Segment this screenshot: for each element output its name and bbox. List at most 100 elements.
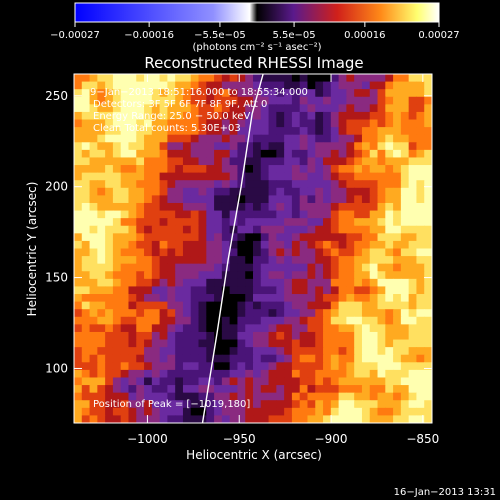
heatmap-cell — [136, 225, 145, 234]
heatmap-cell — [221, 165, 231, 174]
heatmap-cell — [330, 74, 340, 83]
heatmap-cell — [315, 81, 324, 90]
heatmap-cell — [105, 111, 114, 121]
heatmap-cell — [229, 127, 239, 136]
heatmap-cell — [276, 248, 285, 257]
heatmap-cell — [151, 392, 161, 401]
heatmap-cell — [377, 400, 386, 409]
heatmap-cell — [159, 369, 168, 379]
heatmap-cell — [198, 142, 207, 151]
heatmap-cell — [260, 172, 270, 181]
heatmap-cell — [299, 278, 309, 288]
heatmap-cell — [361, 157, 371, 166]
heatmap-cell — [105, 347, 114, 356]
heatmap-cell — [299, 74, 309, 83]
heatmap-cell — [377, 149, 386, 159]
heatmap-cell — [175, 233, 184, 242]
heatmap-cell — [354, 142, 363, 151]
heatmap-cell — [175, 286, 184, 295]
heatmap-cell — [408, 134, 418, 143]
heatmap-cell — [323, 407, 332, 417]
heatmap-cell — [182, 233, 192, 242]
heatmap-cell — [369, 218, 379, 227]
heatmap-cell — [424, 111, 432, 121]
heatmap-cell — [323, 400, 332, 409]
heatmap-cell — [323, 210, 332, 219]
heatmap-cell — [120, 369, 130, 379]
heatmap-cell — [167, 339, 176, 348]
heatmap-cell — [167, 415, 176, 423]
heatmap-cell — [291, 301, 301, 310]
heatmap-cell — [276, 347, 285, 356]
heatmap-cell — [81, 104, 91, 113]
heatmap-cell — [354, 278, 363, 288]
heatmap-cell — [377, 377, 386, 386]
heatmap-cell — [315, 74, 324, 83]
heatmap-cell — [221, 385, 231, 394]
heatmap-cell — [206, 74, 215, 83]
heatmap-cell — [159, 81, 168, 90]
heatmap-cell — [253, 316, 262, 325]
heatmap-cell — [136, 134, 145, 143]
heatmap-cell — [260, 278, 270, 288]
heatmap-cell — [167, 316, 176, 325]
heatmap-cell — [206, 225, 215, 234]
heatmap-cell — [206, 127, 215, 136]
heatmap-cell — [260, 187, 270, 196]
heatmap-cell — [299, 218, 309, 227]
heatmap-cell — [237, 392, 246, 401]
heatmap-cell — [245, 119, 254, 128]
heatmap-cell — [291, 157, 301, 166]
heatmap-cell — [284, 96, 293, 105]
heatmap-cell — [284, 362, 293, 371]
heatmap-cell — [361, 316, 371, 325]
heatmap-cell — [97, 96, 106, 105]
heatmap-cell — [89, 187, 98, 196]
heatmap-cell — [268, 111, 277, 121]
heatmap-cell — [229, 369, 239, 379]
heatmap-cell — [120, 81, 130, 90]
heatmap-cell — [167, 377, 176, 386]
heatmap-cell — [190, 316, 200, 325]
heatmap-cell — [299, 331, 309, 341]
heatmap-cell — [385, 89, 394, 98]
heatmap-cell — [214, 89, 223, 98]
heatmap-cell — [315, 301, 324, 310]
heatmap-cell — [284, 195, 293, 204]
heatmap-cell — [377, 187, 386, 196]
heatmap-cell — [253, 172, 262, 181]
heatmap-cell — [182, 407, 192, 417]
heatmap-cell — [354, 369, 363, 379]
heatmap-cell — [151, 233, 161, 242]
heatmap-cell — [385, 111, 394, 121]
heatmap-cell — [253, 301, 262, 310]
heatmap-cell — [284, 142, 293, 151]
heatmap-cell — [214, 301, 223, 310]
heatmap-cell — [159, 248, 168, 257]
heatmap-cell — [120, 415, 130, 423]
heatmap-cell — [198, 210, 207, 219]
heatmap-cell — [361, 286, 371, 295]
heatmap-cell — [393, 165, 402, 174]
heatmap-cell — [167, 271, 176, 280]
heatmap-cell — [151, 385, 161, 394]
heatmap-cell — [330, 218, 340, 227]
heatmap-cell — [377, 263, 386, 272]
heatmap-cell — [167, 369, 176, 379]
heatmap-cell — [369, 165, 379, 174]
heatmap-cell — [369, 316, 379, 325]
heatmap-cell — [159, 263, 168, 272]
heatmap-cell — [245, 369, 254, 379]
heatmap-cell — [253, 180, 262, 189]
heatmap-cell — [136, 165, 145, 174]
heatmap-cell — [268, 263, 277, 272]
heatmap-cell — [175, 240, 184, 250]
heatmap-cell — [299, 157, 309, 166]
heatmap-cell — [424, 180, 432, 189]
heatmap-cell — [268, 74, 277, 83]
heatmap-cell — [97, 415, 106, 423]
heatmap-cell — [385, 74, 394, 83]
heatmap-cell — [338, 240, 347, 250]
annotation-detectors: Detectors: 3F 5F 6F 7F 8F 9F, Att 0 — [93, 99, 267, 110]
